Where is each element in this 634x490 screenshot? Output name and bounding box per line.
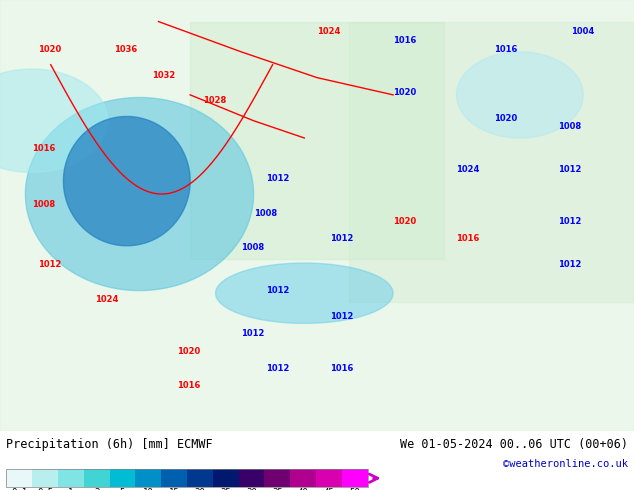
Text: 1024: 1024 xyxy=(317,27,340,36)
Bar xyxy=(238,469,264,487)
Text: 1016: 1016 xyxy=(495,45,518,54)
Text: 15: 15 xyxy=(169,488,179,490)
Bar xyxy=(6,469,32,487)
Text: 1024: 1024 xyxy=(95,295,119,304)
Text: 1012: 1012 xyxy=(330,312,353,321)
Text: 35: 35 xyxy=(272,488,283,490)
Bar xyxy=(32,469,58,487)
Bar xyxy=(316,469,342,487)
Text: 1016: 1016 xyxy=(178,381,201,390)
Text: 1016: 1016 xyxy=(32,144,55,153)
Text: 1020: 1020 xyxy=(495,114,518,122)
Text: 1032: 1032 xyxy=(152,71,176,79)
Text: 20: 20 xyxy=(195,488,205,490)
Bar xyxy=(290,469,316,487)
Polygon shape xyxy=(63,117,190,246)
Text: 1012: 1012 xyxy=(330,235,353,244)
Text: 25: 25 xyxy=(221,488,231,490)
Text: 5: 5 xyxy=(120,488,125,490)
Text: 1012: 1012 xyxy=(266,174,290,183)
Text: 1008: 1008 xyxy=(32,200,55,209)
Bar xyxy=(6,469,368,487)
Polygon shape xyxy=(0,69,108,172)
Text: 2: 2 xyxy=(94,488,100,490)
Bar xyxy=(161,469,187,487)
Text: 1024: 1024 xyxy=(456,166,480,174)
Text: 1: 1 xyxy=(68,488,74,490)
Bar xyxy=(342,469,368,487)
Text: 1020: 1020 xyxy=(393,88,417,97)
Text: 1012: 1012 xyxy=(38,260,61,270)
Bar xyxy=(264,469,290,487)
Text: 10: 10 xyxy=(143,488,153,490)
Text: 1020: 1020 xyxy=(38,45,61,54)
Text: ©weatheronline.co.uk: ©weatheronline.co.uk xyxy=(503,459,628,468)
Text: 1016: 1016 xyxy=(456,235,480,244)
Text: 0.5: 0.5 xyxy=(37,488,53,490)
Text: 1004: 1004 xyxy=(571,27,594,36)
Text: 1028: 1028 xyxy=(203,97,226,105)
Text: 1016: 1016 xyxy=(330,364,353,373)
Text: 50: 50 xyxy=(349,488,360,490)
Bar xyxy=(213,469,238,487)
Text: 1012: 1012 xyxy=(241,329,264,338)
Text: 1020: 1020 xyxy=(178,346,201,356)
Text: 1008: 1008 xyxy=(241,243,264,252)
Text: 1012: 1012 xyxy=(266,364,290,373)
Text: 1036: 1036 xyxy=(114,45,138,54)
Text: 30: 30 xyxy=(246,488,257,490)
Text: 1016: 1016 xyxy=(393,36,417,45)
Polygon shape xyxy=(456,52,583,138)
Text: 1012: 1012 xyxy=(558,260,581,270)
Bar xyxy=(136,469,161,487)
Polygon shape xyxy=(216,263,393,323)
Text: 1008: 1008 xyxy=(254,209,276,218)
Text: 1012: 1012 xyxy=(266,286,290,295)
Text: 0.1: 0.1 xyxy=(11,488,27,490)
Bar xyxy=(110,469,136,487)
Text: 1008: 1008 xyxy=(558,122,581,131)
Text: We 01-05-2024 00..06 UTC (00+06): We 01-05-2024 00..06 UTC (00+06) xyxy=(399,438,628,451)
Text: 1020: 1020 xyxy=(393,217,417,226)
Bar xyxy=(84,469,110,487)
Bar xyxy=(58,469,84,487)
Polygon shape xyxy=(25,98,254,291)
Text: 45: 45 xyxy=(323,488,334,490)
Text: Precipitation (6h) [mm] ECMWF: Precipitation (6h) [mm] ECMWF xyxy=(6,438,213,451)
Bar xyxy=(187,469,213,487)
Text: 1012: 1012 xyxy=(558,217,581,226)
Text: 1012: 1012 xyxy=(558,166,581,174)
Text: 40: 40 xyxy=(298,488,309,490)
